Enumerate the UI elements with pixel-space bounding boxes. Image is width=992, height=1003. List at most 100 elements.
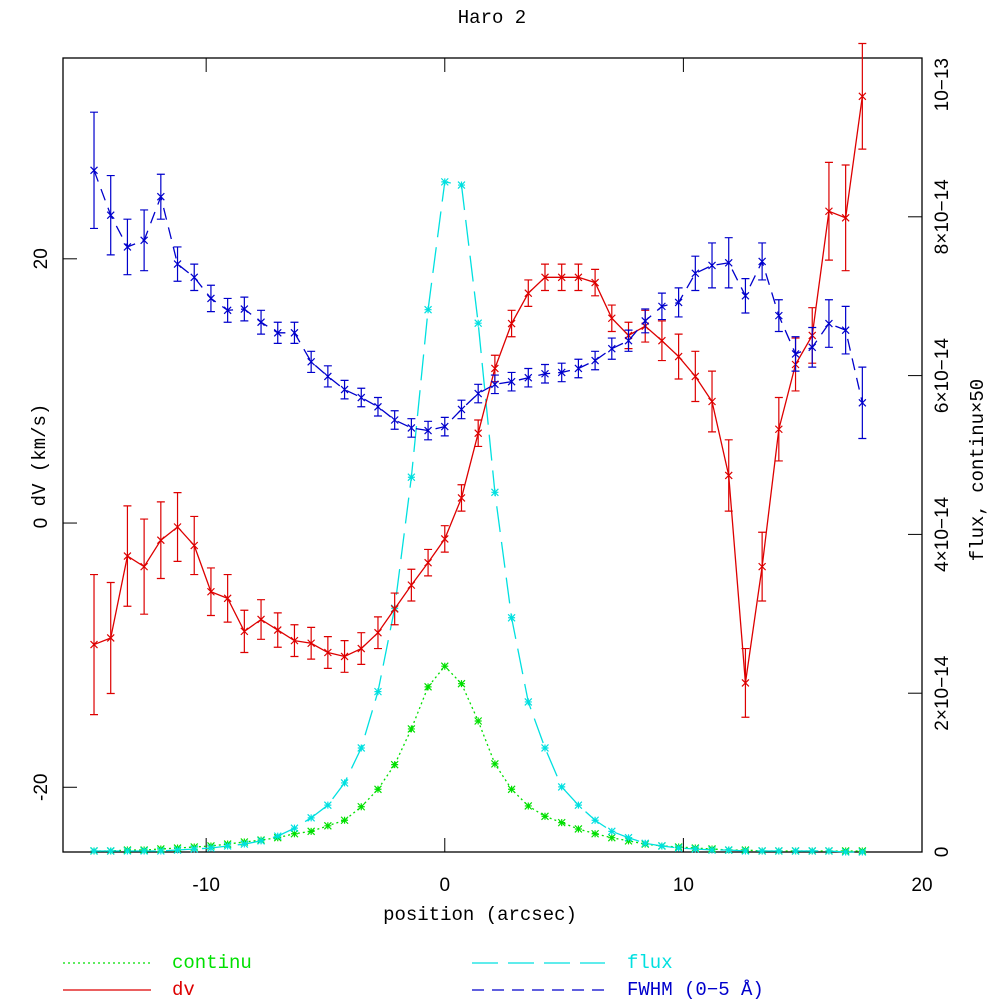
data-point (607, 827, 616, 836)
data-point (323, 821, 332, 830)
data-point (758, 847, 767, 855)
x-tick-label: -10 (192, 875, 219, 896)
data-point (825, 847, 833, 855)
data-point (140, 236, 149, 245)
data-point (674, 352, 683, 361)
data-point (140, 847, 149, 855)
data-point (440, 534, 449, 543)
data-point (858, 398, 867, 407)
data-point (691, 269, 700, 278)
data-point (407, 473, 416, 482)
data-point (474, 717, 483, 725)
data-point (541, 273, 549, 282)
y-tick-label: 0 (31, 518, 52, 529)
data-point (390, 416, 399, 424)
data-point (223, 306, 232, 315)
data-point (273, 328, 282, 337)
data-point (156, 847, 165, 855)
x-tick-label: 20 (911, 875, 932, 896)
data-point (858, 92, 867, 101)
data-point (591, 816, 600, 825)
data-point (724, 846, 733, 854)
data-point (791, 847, 800, 855)
data-point (741, 291, 750, 300)
data-point (691, 845, 700, 853)
data-point (557, 818, 566, 827)
data-point (808, 343, 817, 352)
y2-axis-label: flux, continu×50 (967, 379, 989, 561)
data-point (440, 422, 449, 431)
data-point (724, 471, 733, 480)
data-point (307, 639, 316, 648)
data-point (323, 648, 332, 657)
data-point (156, 192, 165, 201)
data-point (657, 842, 666, 850)
data-point (424, 305, 432, 314)
data-point (323, 801, 332, 810)
data-point (591, 278, 600, 287)
data-point (574, 825, 583, 833)
y2-tick-label: 6×10−14 (932, 338, 953, 413)
y2-tick-label: 4×10−14 (932, 496, 953, 571)
data-point (591, 356, 600, 365)
data-point (156, 536, 165, 545)
y2-tick-label: 10−13 (932, 58, 953, 111)
series-line (94, 665, 863, 852)
data-point (774, 847, 783, 855)
legend-label: flux (627, 952, 673, 974)
data-point (457, 405, 466, 414)
data-point (273, 626, 282, 634)
data-point (524, 698, 533, 706)
data-point (641, 316, 650, 325)
x-tick-label: 10 (673, 875, 694, 896)
legend-label: dv (172, 979, 195, 1001)
data-point (557, 368, 566, 377)
data-point (507, 319, 516, 328)
data-point (390, 604, 399, 613)
data-point (474, 319, 483, 328)
data-point (758, 562, 767, 571)
data-point (190, 273, 199, 282)
data-point (457, 181, 466, 189)
data-point (290, 824, 299, 833)
data-point (591, 829, 600, 838)
data-point (507, 785, 516, 794)
data-point (307, 357, 316, 366)
data-point (457, 679, 466, 688)
data-point (774, 425, 783, 434)
data-point (374, 402, 382, 411)
data-point (607, 314, 616, 323)
data-point (240, 305, 249, 313)
data-point (90, 640, 98, 649)
data-point (357, 802, 366, 811)
data-point (123, 552, 132, 560)
data-point (490, 488, 499, 497)
x-tick-label: 0 (439, 875, 450, 896)
data-point (607, 344, 616, 353)
data-point (257, 615, 265, 624)
data-point (240, 627, 249, 636)
data-point (708, 846, 716, 854)
data-point (557, 273, 566, 282)
data-point (207, 844, 215, 852)
data-point (357, 644, 366, 653)
y-tick-label: 20 (31, 248, 52, 269)
data-point (607, 833, 616, 842)
data-point (657, 302, 666, 311)
legend-label: continu (172, 952, 252, 974)
data-point (841, 213, 850, 222)
data-point (407, 581, 416, 590)
data-point (457, 494, 466, 502)
data-point (474, 389, 483, 398)
data-point (424, 426, 432, 435)
data-point (90, 847, 98, 855)
data-point (741, 678, 750, 687)
data-point (307, 827, 316, 836)
data-point (240, 840, 249, 848)
data-point (273, 832, 282, 841)
data-point (173, 523, 182, 531)
data-point (374, 687, 382, 696)
data-point (858, 848, 867, 856)
data-point (424, 558, 432, 567)
